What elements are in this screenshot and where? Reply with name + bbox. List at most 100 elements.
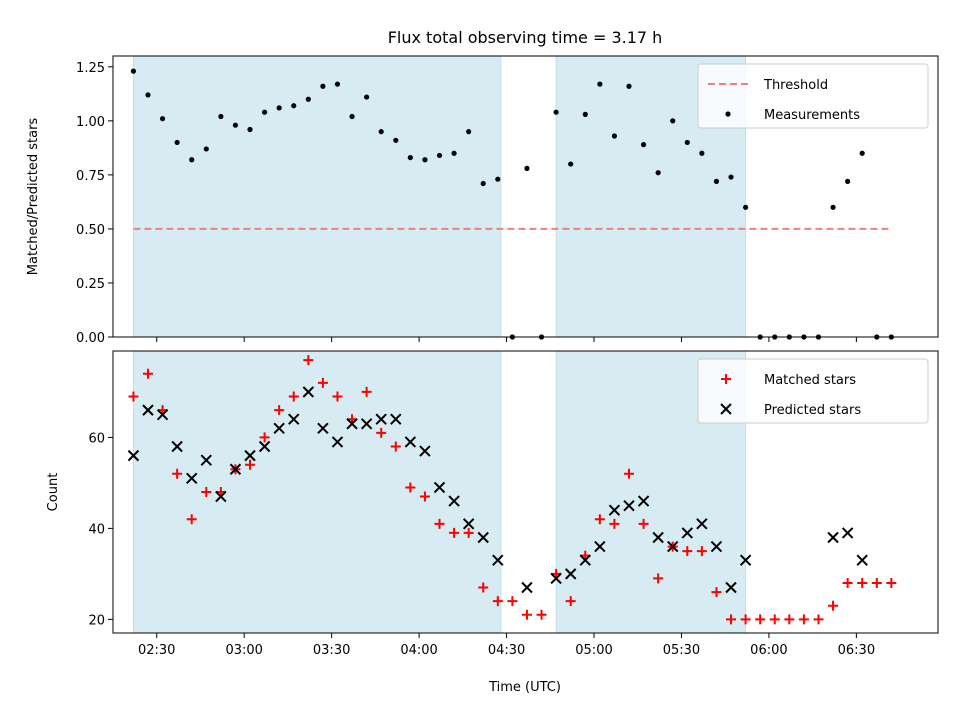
measurement-point [378,129,384,135]
matched-star-point [245,459,256,470]
predicted-star-point [550,572,562,585]
y-axis-label: Matched/Predicted stars [26,118,41,276]
predicted-star-point [594,540,606,553]
predicted-star-point [331,436,344,448]
axes-frame [112,350,939,634]
matched-star-point [813,614,824,625]
matched-star-point [361,386,372,397]
matched-star-point [463,527,474,538]
predicted-star-point [273,422,285,435]
measurement-point [159,116,166,122]
predicted-star-point [288,413,300,425]
legend-label: Predicted stars [764,403,861,418]
measurement-point [247,126,253,133]
measurement-point [524,165,530,171]
predicted-star-point [215,490,227,503]
y-tick-label: 1.25 [76,61,105,76]
measurement-point [480,180,486,187]
measurement-point [393,137,399,143]
measurement-point [422,157,428,163]
measurement-point [261,109,268,115]
matched-star-point [128,391,139,402]
matched-star-point [828,600,839,611]
measurement-point [174,139,180,146]
y-tick-label: 1.00 [76,115,105,130]
x-tick-label: 02:30 [138,643,175,658]
measurement-point [582,111,588,117]
predicted-star-point [477,531,489,544]
measurement-point [553,109,559,115]
matched-star-point [594,514,605,525]
observing-span [132,350,502,634]
matched-star-point [390,441,401,452]
matched-star-point [740,614,751,625]
legend-label: Matched stars [764,373,856,388]
y-tick-label: 60 [88,431,105,446]
observing-span [132,55,502,338]
measurement-point [349,113,355,120]
predicted-star-point [127,449,140,462]
y-tick-label: 0.75 [76,169,105,184]
predicted-star-point [360,418,373,430]
star-count-panel: 02:30 03:00 03:30 04:00 04:30 05:00 05:30 06:00… [46,350,939,658]
matched-star-point [769,614,780,625]
predicted-star-point [521,581,533,594]
matched-star-point [842,577,853,588]
measurement-point [334,81,341,87]
predicted-star-point [244,449,256,462]
flux-ratio-panel: 0.00 0.25 0.50 0.75 1.00 1.25 Matched/Predicte… [26,55,939,346]
matched-star-point [288,391,299,402]
predicted-star-point [433,481,446,494]
predicted-star-point [258,440,271,453]
measurement-point [830,204,836,210]
predicted-star-point [142,404,154,416]
measurement-point [859,150,865,156]
matched-star-point [798,614,809,625]
predicted-star-point [346,418,358,430]
measurement-point [699,150,705,156]
predicted-star-point [608,504,621,516]
matched-star-point [711,587,722,598]
matched-star-point [536,609,547,620]
measurement-point [130,68,137,74]
measurement-point [203,146,209,152]
measurement-point [407,154,413,161]
predicted-star-point [856,554,868,566]
measurement-point [684,139,690,146]
measurement-point [597,81,603,87]
y-tick-label: 20 [88,613,105,628]
measurement-point [670,118,676,124]
predicted-star-point [448,495,460,507]
predicted-star-point [739,554,752,566]
measurement-point [568,161,574,167]
predicted-star-point [667,540,679,553]
predicted-star-point [652,531,664,544]
measurement-point [276,105,282,111]
matched-star-point [478,582,489,593]
matched-star-point [434,518,445,529]
measurement-point [436,152,443,159]
legend-measurement-swatch [725,111,731,117]
predicted-star-point [681,527,694,539]
predicted-star-point [637,495,650,507]
x-tick-label: 03:00 [225,643,262,658]
measurement-point [218,113,224,120]
matched-star-point [142,368,153,379]
legend: Threshold Measurements [697,63,929,129]
matched-star-point [784,614,795,625]
matched-star-point [405,482,416,493]
measurement-point [305,96,311,102]
y-tick-label: 0.00 [76,331,105,346]
matched-star-point [303,355,314,366]
measurement-point [145,92,151,98]
predicted-star-point [827,531,839,544]
matched-star-point [274,405,285,416]
measurement-point [291,103,297,109]
legend-box [697,358,929,424]
measurement-point [845,178,851,184]
x-tick-label: 04:30 [488,643,525,658]
predicted-star-point [302,386,315,398]
x-tick-label: 05:00 [575,643,612,658]
matched-star-point [492,596,503,607]
measurement-point [232,122,239,128]
